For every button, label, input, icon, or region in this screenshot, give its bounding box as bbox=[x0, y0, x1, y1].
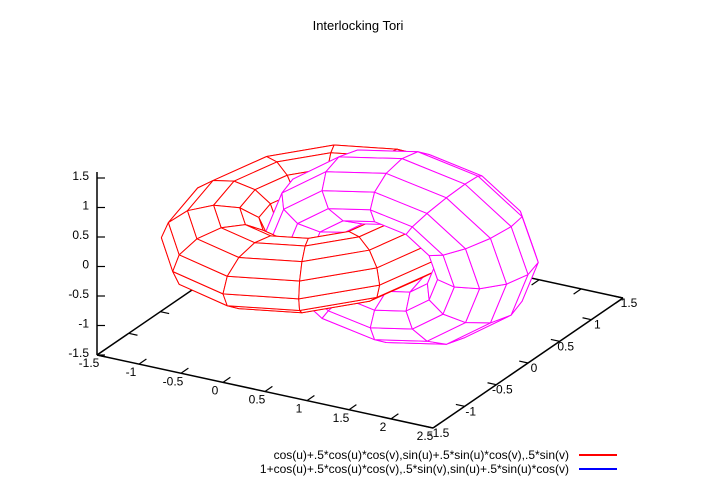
x-tick-label: 1.5 bbox=[333, 411, 350, 425]
x-tick bbox=[432, 422, 441, 429]
x-tick-mirror bbox=[573, 288, 582, 295]
y-tick-label: 0.5 bbox=[557, 339, 574, 353]
x-tick-mirror bbox=[531, 279, 540, 286]
mesh-quad bbox=[321, 190, 376, 211]
y-tick-label: -1 bbox=[465, 404, 476, 418]
legend-label-torus1: cos(u)+.5*cos(u)*cos(v),sin(u)+.5*sin(u)… bbox=[273, 448, 569, 462]
x-tick bbox=[390, 413, 399, 420]
y-tick-label: 1.5 bbox=[621, 296, 638, 310]
x-tick bbox=[222, 376, 231, 383]
torus-wireframes bbox=[160, 144, 539, 345]
y-tick bbox=[424, 425, 434, 429]
mesh-quad bbox=[299, 249, 378, 282]
y-tick bbox=[455, 403, 465, 407]
mesh-quad bbox=[426, 197, 491, 250]
x-tick-label: -1 bbox=[126, 365, 137, 379]
y-tick-mirror bbox=[128, 332, 138, 336]
x-tick bbox=[348, 404, 357, 411]
y-tick-label: 0 bbox=[531, 361, 538, 375]
x-tick bbox=[138, 358, 147, 365]
mesh-quad bbox=[369, 309, 413, 330]
x-tick-label: 2.5 bbox=[417, 429, 434, 443]
y-tick-label: 1 bbox=[594, 318, 601, 332]
y-tick-label: -0.5 bbox=[492, 383, 513, 397]
z-tick-label: -1 bbox=[78, 317, 89, 331]
legend-line-sample-torus1 bbox=[579, 454, 617, 456]
y-tick-mirror bbox=[160, 311, 170, 315]
x-tick bbox=[96, 349, 105, 356]
z-tick-label: 1.5 bbox=[72, 169, 89, 183]
x-tick bbox=[264, 385, 273, 393]
x-tick-label: -0.5 bbox=[163, 374, 184, 388]
legend: cos(u)+.5*cos(u)*cos(v),sin(u)+.5*sin(u)… bbox=[260, 448, 617, 476]
x-tick-label: 0.5 bbox=[249, 393, 266, 407]
z-tick-label: -0.5 bbox=[68, 287, 89, 301]
x-tick bbox=[306, 395, 315, 402]
mesh-quad bbox=[226, 257, 303, 282]
legend-line-sample-torus2 bbox=[579, 468, 617, 470]
x-tick-label: 2 bbox=[380, 420, 387, 434]
y-tick bbox=[582, 317, 592, 321]
x-tick-label: -1.5 bbox=[79, 356, 100, 370]
x-tick-mirror bbox=[615, 297, 624, 304]
y-tick-label: -1.5 bbox=[429, 426, 450, 440]
z-tick-label: -1.5 bbox=[68, 346, 89, 360]
z-tick-label: 0 bbox=[82, 258, 89, 272]
y-tick bbox=[550, 338, 560, 342]
legend-label-torus2: 1+cos(u)+.5*cos(u)*cos(v),.5*sin(v),sin(… bbox=[259, 462, 569, 476]
z-tick-label: 1 bbox=[82, 199, 89, 213]
z-tick-label: 0.5 bbox=[72, 228, 89, 242]
y-tick bbox=[614, 295, 624, 299]
y-tick bbox=[487, 382, 497, 386]
legend-entry-torus2: 1+cos(u)+.5*cos(u)*cos(v),.5*sin(v),sin(… bbox=[260, 462, 617, 476]
plot-title: Interlocking Tori bbox=[312, 18, 404, 33]
legend-entry-torus1: cos(u)+.5*cos(u)*cos(v),sin(u)+.5*sin(u)… bbox=[274, 448, 617, 462]
x-tick-label: 0 bbox=[212, 383, 219, 397]
x-tick bbox=[180, 367, 189, 374]
y-tick bbox=[519, 360, 529, 364]
x-tick-label: 1 bbox=[296, 402, 303, 416]
